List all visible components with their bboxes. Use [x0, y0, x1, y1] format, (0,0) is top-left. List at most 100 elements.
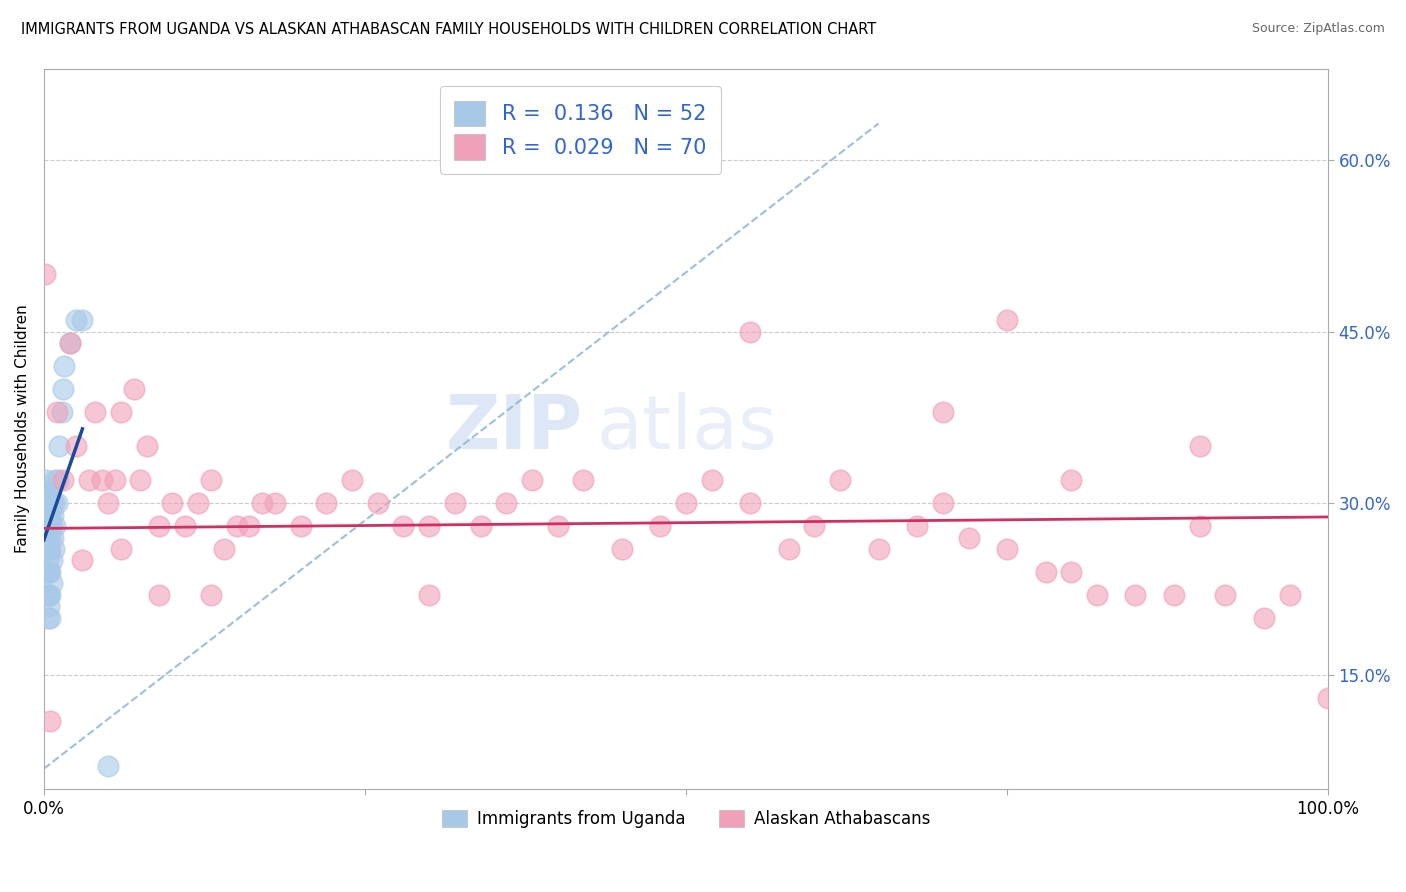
Point	[52, 382, 75, 396]
Point	[58, 336, 80, 351]
Point	[418, 519, 440, 533]
Point	[110, 405, 132, 419]
Point	[38, 565, 60, 579]
Point	[1035, 565, 1057, 579]
Point	[1253, 610, 1275, 624]
Point	[39, 531, 62, 545]
Point	[290, 519, 312, 533]
Point	[37, 484, 59, 499]
Point	[65, 313, 87, 327]
Point	[39, 508, 62, 522]
Point	[932, 496, 955, 510]
Point	[610, 541, 633, 556]
Point	[1215, 588, 1237, 602]
Point	[37, 610, 59, 624]
Point	[39, 610, 62, 624]
Point	[995, 313, 1018, 327]
Legend: Immigrants from Uganda, Alaskan Athabascans: Immigrants from Uganda, Alaskan Athabasc…	[436, 804, 936, 835]
Point	[38, 599, 60, 614]
Point	[103, 474, 125, 488]
Point	[37, 565, 59, 579]
Point	[212, 541, 235, 556]
Point	[35, 474, 58, 488]
Point	[41, 519, 63, 533]
Point	[803, 519, 825, 533]
Point	[41, 553, 63, 567]
Point	[37, 588, 59, 602]
Point	[264, 496, 287, 510]
Point	[1188, 439, 1211, 453]
Point	[340, 474, 363, 488]
Point	[200, 588, 222, 602]
Point	[187, 496, 209, 510]
Text: IMMIGRANTS FROM UGANDA VS ALASKAN ATHABASCAN FAMILY HOUSEHOLDS WITH CHILDREN COR: IMMIGRANTS FROM UGANDA VS ALASKAN ATHABA…	[21, 22, 876, 37]
Point	[675, 496, 697, 510]
Point	[1188, 519, 1211, 533]
Point	[52, 474, 75, 488]
Point	[41, 496, 63, 510]
Point	[932, 405, 955, 419]
Point	[37, 519, 59, 533]
Point	[37, 553, 59, 567]
Point	[38, 508, 60, 522]
Point	[34, 484, 56, 499]
Point	[148, 588, 170, 602]
Point	[38, 588, 60, 602]
Point	[1085, 588, 1108, 602]
Point	[39, 484, 62, 499]
Point	[65, 439, 87, 453]
Point	[37, 531, 59, 545]
Point	[37, 541, 59, 556]
Point	[38, 484, 60, 499]
Point	[72, 313, 94, 327]
Point	[572, 474, 595, 488]
Point	[35, 541, 58, 556]
Point	[1163, 588, 1185, 602]
Point	[84, 405, 107, 419]
Point	[868, 541, 890, 556]
Point	[44, 519, 66, 533]
Point	[38, 519, 60, 533]
Point	[45, 496, 67, 510]
Point	[418, 588, 440, 602]
Point	[45, 405, 67, 419]
Point	[39, 588, 62, 602]
Point	[238, 519, 260, 533]
Point	[470, 519, 492, 533]
Point	[110, 541, 132, 556]
Point	[90, 474, 112, 488]
Text: atlas: atlas	[596, 392, 778, 466]
Point	[700, 474, 723, 488]
Point	[1060, 474, 1083, 488]
Point	[520, 474, 543, 488]
Point	[174, 519, 197, 533]
Point	[39, 714, 62, 728]
Point	[957, 531, 980, 545]
Point	[1060, 565, 1083, 579]
Point	[740, 325, 762, 339]
Point	[34, 531, 56, 545]
Point	[35, 496, 58, 510]
Point	[97, 496, 120, 510]
Point	[35, 519, 58, 533]
Point	[547, 519, 569, 533]
Point	[1125, 588, 1147, 602]
Point	[135, 439, 157, 453]
Point	[42, 531, 65, 545]
Point	[48, 439, 70, 453]
Point	[53, 359, 76, 373]
Point	[44, 474, 66, 488]
Point	[830, 474, 852, 488]
Point	[39, 541, 62, 556]
Point	[1278, 588, 1301, 602]
Point	[58, 336, 80, 351]
Point	[51, 405, 73, 419]
Point	[34, 508, 56, 522]
Point	[38, 541, 60, 556]
Point	[148, 519, 170, 533]
Point	[315, 496, 337, 510]
Point	[34, 496, 56, 510]
Point	[37, 508, 59, 522]
Point	[740, 496, 762, 510]
Point	[225, 519, 247, 533]
